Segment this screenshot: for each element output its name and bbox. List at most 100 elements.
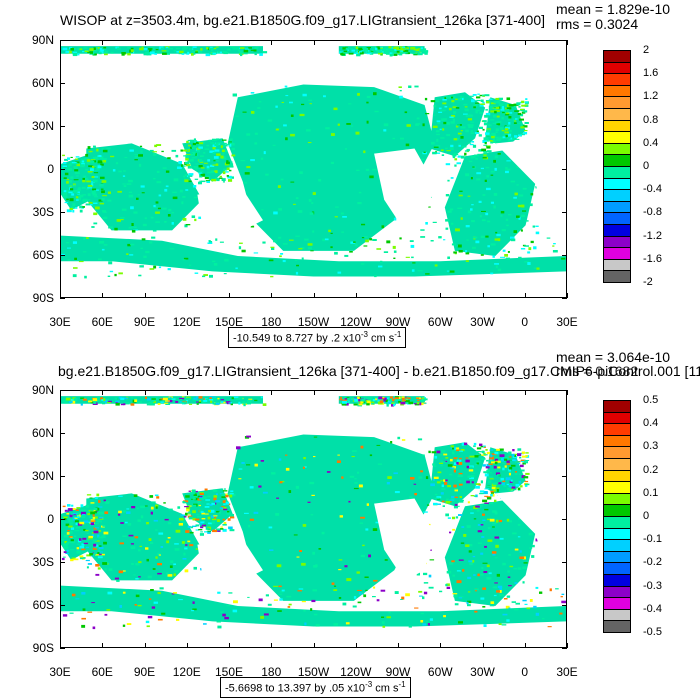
lon-tick <box>482 643 484 648</box>
lon-tick <box>60 293 61 298</box>
panel-2-mean: mean = 3.064e-10 <box>556 349 671 365</box>
lat-label: 30N <box>31 119 54 133</box>
panel-2-map <box>60 390 567 648</box>
lon-label: 30E <box>49 665 71 679</box>
colorbar-label: -0.8 <box>643 206 662 219</box>
colorbar-label: 0 <box>643 160 650 172</box>
panel-2-range-label: -5.6698 to 13.397 by .05 x10-3 cm s-1 <box>220 677 411 698</box>
lon-tick <box>524 390 526 395</box>
land-mask <box>495 138 566 221</box>
lat-tick <box>60 169 65 170</box>
lon-tick <box>567 40 568 45</box>
lat-tick <box>60 476 65 477</box>
lon-tick <box>186 643 188 648</box>
panel-1-range-unit-exp: -1 <box>394 330 402 339</box>
lat-tick <box>562 255 567 256</box>
panel-2-range-unit-exp: -1 <box>398 680 406 689</box>
lon-tick <box>102 293 104 298</box>
lon-label: 180 <box>261 315 282 329</box>
lon-tick <box>313 40 315 45</box>
lon-tick <box>313 293 315 298</box>
lon-tick <box>186 40 188 45</box>
colorbar-label: 0.5 <box>643 394 659 406</box>
lon-label: 30E <box>49 315 71 329</box>
lat-tick <box>562 605 567 606</box>
lon-tick <box>567 643 568 648</box>
colorbar-label: 1.6 <box>643 67 659 80</box>
lon-label: 90W <box>385 665 411 679</box>
lat-tick <box>60 433 65 434</box>
colorbar-label: 0.3 <box>643 440 659 453</box>
panel-2-rms: rms = 0.1682 <box>556 363 639 379</box>
lon-tick <box>144 643 146 648</box>
lon-tick <box>567 390 568 395</box>
lat-tick <box>562 519 567 520</box>
lon-label: 180 <box>261 665 282 679</box>
colorbar-label: -2 <box>643 276 653 288</box>
lat-tick <box>562 298 567 299</box>
lon-label: 60W <box>427 315 453 329</box>
lon-tick <box>398 40 399 45</box>
lat-label: 90S <box>32 641 54 655</box>
lon-tick <box>355 643 357 648</box>
lat-label: 30S <box>32 555 54 569</box>
lon-tick <box>144 390 146 395</box>
lat-tick <box>60 83 65 84</box>
lat-label: 60S <box>32 248 54 262</box>
field-speckle <box>61 46 566 279</box>
lon-label: 120W <box>340 315 372 329</box>
lon-tick <box>102 390 104 395</box>
lon-label: 150E <box>214 315 244 329</box>
land-mask <box>61 406 233 494</box>
lon-tick <box>524 643 526 648</box>
colorbar-label: -0.4 <box>643 183 662 196</box>
panel-2-range-unit: cm s <box>372 682 399 695</box>
lon-tick <box>398 643 399 648</box>
lon-label: 120E <box>172 315 201 329</box>
field-speckle <box>61 396 566 630</box>
lon-tick <box>102 40 104 45</box>
lat-label: 60N <box>31 76 54 90</box>
lon-tick <box>271 390 273 395</box>
lon-tick <box>102 643 104 648</box>
ocean-region <box>227 434 435 601</box>
panel-1-range-exp: -3 <box>360 330 368 339</box>
ocean-region <box>429 442 486 507</box>
lon-tick <box>355 40 357 45</box>
lat-tick <box>60 390 65 391</box>
colorbar-label: -0.4 <box>643 602 662 615</box>
lon-label: 90E <box>133 665 156 679</box>
lon-tick <box>440 390 442 395</box>
land-mask <box>434 56 566 93</box>
lat-tick <box>562 390 567 391</box>
lat-label: 30S <box>32 205 54 219</box>
lat-tick <box>60 562 65 563</box>
lon-label: 120E <box>172 665 201 679</box>
lat-tick <box>562 83 567 84</box>
panel-1-map-svg <box>61 46 566 297</box>
lon-label: 0 <box>521 665 529 679</box>
land-mask <box>434 406 566 443</box>
lat-tick <box>562 40 567 41</box>
ocean-region <box>61 153 102 210</box>
lat-tick <box>60 605 65 606</box>
lat-label: 60N <box>31 426 54 440</box>
colorbar-label: 0.2 <box>643 463 659 476</box>
lon-tick <box>482 293 484 298</box>
lat-label: 0 <box>47 162 54 176</box>
colorbar-label: 0 <box>643 510 650 522</box>
lat-tick <box>562 169 567 170</box>
land-mask <box>374 148 435 231</box>
land-mask <box>374 498 435 581</box>
lon-label: 150W <box>297 315 330 329</box>
lon-tick <box>60 643 61 648</box>
panel-1-mean: mean = 1.829e-10 <box>556 1 671 17</box>
panel-2-range-text: -5.6698 to 13.397 by .05 x10 <box>225 682 366 695</box>
lon-label: 120W <box>340 665 372 679</box>
lon-tick <box>313 390 315 395</box>
ocean-region <box>61 585 566 627</box>
lon-tick <box>271 643 273 648</box>
lon-tick <box>398 293 399 298</box>
lat-label: 90N <box>31 33 54 47</box>
lat-tick <box>562 476 567 477</box>
